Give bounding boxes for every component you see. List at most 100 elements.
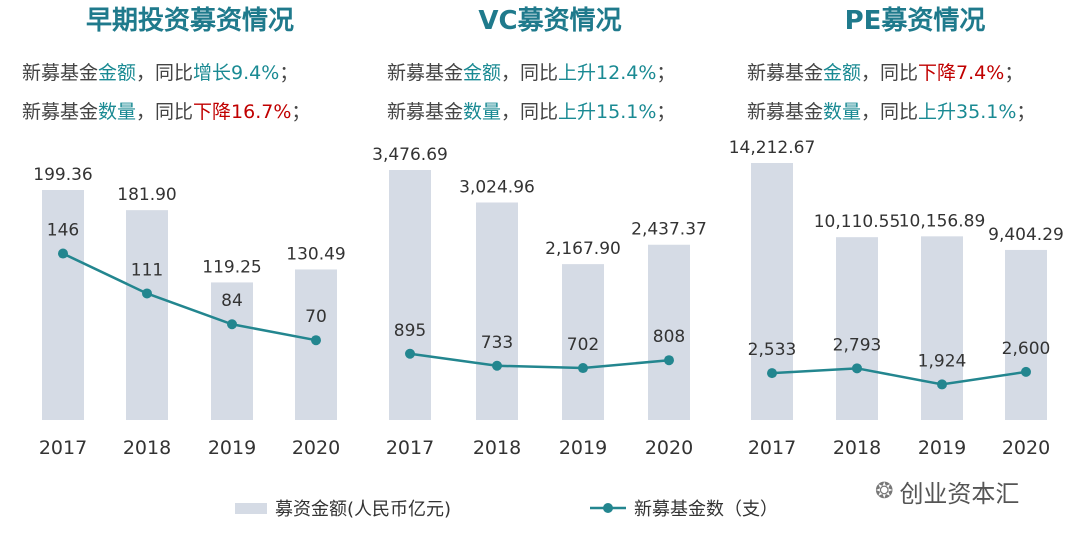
x-tick-label: 2017 [748,437,796,459]
summary-d: 上升35.1% [918,101,1017,123]
summary-a: 新募基金 [747,101,824,123]
x-tick-label: 2020 [1002,437,1050,459]
series-line [409,352,670,370]
legend-bar-label: 募资金额(人民币亿元) [275,499,452,520]
summary-line: 新募基金数量，同比上升35.1%； [747,97,1035,124]
summary-e: ； [1004,62,1024,84]
summary-c: ，同比 [136,62,194,84]
wechat-icon: ❂ [875,479,894,504]
x-tick-label: 2019 [559,437,607,459]
chart-title: VC募资情况 [478,6,622,36]
bar [921,236,963,420]
line-label: 895 [394,321,426,341]
summary-e: ； [291,101,311,123]
chart-title: PE募资情况 [844,6,986,36]
legend-line: 新募基金数（支） [590,495,778,521]
summary-c: ，同比 [861,62,919,84]
summary-line: 新募基金数量，同比下降16.7%； [22,97,310,124]
line-label: 70 [305,307,327,327]
x-tick-label: 2018 [833,437,881,459]
series-line [62,252,317,342]
x-tick-label: 2018 [123,437,171,459]
summary-d: 下降7.4% [918,62,1005,84]
bar-label: 199.36 [33,165,92,185]
bar-label: 3,024.96 [459,177,535,197]
watermark: ❂ 创业资本汇 [875,474,1019,509]
summary-c: ，同比 [501,101,559,123]
x-tick-label: 2017 [386,437,434,459]
summary-c: ，同比 [136,101,194,123]
summary-b: 金额 [823,62,862,84]
line-point [311,335,321,346]
summary-e: ； [656,62,676,84]
line-point [937,379,947,390]
summary-c: ，同比 [501,62,559,84]
bar [389,170,431,420]
bar-label: 14,212.67 [729,138,816,158]
summary-a: 新募基金 [747,62,824,84]
line-label: 1,924 [918,351,967,371]
line-point [1021,366,1031,377]
line-label: 2,600 [1002,339,1051,359]
line-point [578,363,588,374]
summary-d: 增长9.4% [193,62,280,84]
bar [1005,249,1047,420]
bar [836,237,878,420]
summary-a: 新募基金 [22,62,99,84]
line-point [664,355,674,366]
summary-line: 新募基金金额，同比增长9.4%； [22,58,298,85]
bar-label: 130.49 [286,244,345,264]
line-label: 146 [47,221,79,241]
summary-line: 新募基金金额，同比上升12.4%； [387,58,675,85]
line-point [58,248,68,259]
summary-b: 数量 [463,101,502,123]
bar [648,244,690,420]
line-point [405,348,415,359]
bar-label: 119.25 [202,257,261,277]
bar [476,202,518,420]
x-tick-label: 2019 [918,437,966,459]
summary-e: ； [1016,101,1036,123]
legend-bar-swatch [235,502,267,514]
bar [126,210,168,420]
line-label: 733 [481,333,513,353]
bar-label: 9,404.29 [988,225,1064,245]
bar-label: 2,167.90 [545,239,621,259]
bar [211,282,253,420]
series-line [771,367,1027,386]
summary-d: 下降16.7% [193,101,292,123]
bar-label: 3,476.69 [372,145,448,165]
bar [562,264,604,420]
line-label: 84 [221,291,243,311]
line-point [492,360,502,371]
x-tick-label: 2018 [473,437,521,459]
chart-title: 早期投资募资情况 [85,6,295,36]
summary-a: 新募基金 [387,62,464,84]
bar-label: 10,156.89 [899,211,986,231]
summary-line: 新募基金金额，同比下降7.4%； [747,58,1023,85]
line-point [142,288,152,299]
line-label: 2,793 [833,335,882,355]
legend-line-label: 新募基金数（支） [634,499,778,520]
x-tick-label: 2019 [208,437,256,459]
bar-label: 181.90 [117,185,176,205]
line-label: 808 [653,327,685,347]
summary-b: 金额 [98,62,137,84]
summary-b: 数量 [98,101,137,123]
line-label: 111 [131,260,163,280]
bar-label: 10,110.55 [814,212,901,232]
summary-d: 上升15.1% [558,101,657,123]
bar-label: 2,437.37 [631,220,707,240]
summary-e: ； [656,101,676,123]
summary-a: 新募基金 [387,101,464,123]
summary-b: 金额 [463,62,502,84]
line-point [227,319,237,330]
x-tick-label: 2017 [39,437,87,459]
watermark-brand: 创业资本汇 [899,480,1020,508]
summary-a: 新募基金 [22,101,99,123]
bar [42,190,84,420]
line-label: 702 [567,335,599,355]
bar [751,163,793,420]
